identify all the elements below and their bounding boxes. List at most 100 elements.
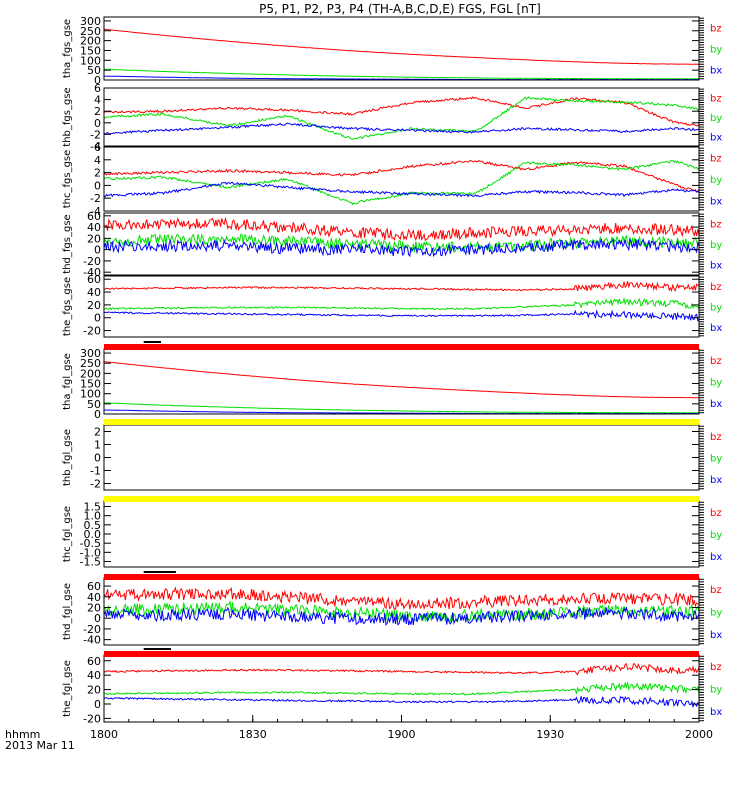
xtick-label: 1930 bbox=[536, 728, 564, 741]
ytick-label: -2 bbox=[90, 478, 101, 491]
series-bz-line bbox=[103, 361, 700, 399]
y-axis-label: tha_fgs_gse bbox=[62, 19, 73, 78]
ytick-label: 250 bbox=[80, 25, 101, 38]
ytick-label: -20 bbox=[83, 255, 101, 268]
ytick-label: 2 bbox=[94, 105, 101, 118]
xtick-label: 1800 bbox=[90, 728, 118, 741]
status-bars-layer bbox=[104, 341, 699, 657]
ytick-label: 150 bbox=[80, 44, 101, 57]
y-axis-label: tha_fgl_gse bbox=[62, 353, 73, 410]
xtick-label: 2000 bbox=[685, 728, 713, 741]
status-bar-red bbox=[104, 651, 699, 657]
ytick-label: 20 bbox=[87, 684, 101, 697]
ytick-label: 2 bbox=[94, 167, 101, 180]
ytick-label: 60 bbox=[87, 273, 101, 286]
ytick-label: -2 bbox=[90, 128, 101, 141]
legend-by: by bbox=[710, 113, 722, 124]
series-bz-line bbox=[103, 160, 700, 193]
ytick-label: 150 bbox=[80, 378, 101, 391]
ytick-label: -20 bbox=[83, 712, 101, 725]
ytick-label: 0 bbox=[94, 117, 101, 130]
ytick-label: 60 bbox=[87, 210, 101, 223]
ytick-label: 60 bbox=[87, 580, 101, 593]
ytick-label: 4 bbox=[94, 94, 101, 107]
series-by-line bbox=[103, 96, 700, 140]
ytick-label: -1.5 bbox=[80, 556, 101, 569]
ytick-label: 1.0 bbox=[84, 510, 102, 523]
legend-bz: bz bbox=[710, 282, 722, 293]
ytick-label: 0 bbox=[94, 408, 101, 421]
x-axis: 1800 1830 1900 1930 2000 bbox=[90, 715, 713, 741]
ytick-label: -20 bbox=[83, 325, 101, 338]
legend-bz: bz bbox=[710, 662, 722, 673]
legend-bx: bx bbox=[710, 196, 722, 207]
series-by-line bbox=[103, 402, 699, 414]
ytick-label: 0 bbox=[94, 452, 101, 465]
legend-bz: bz bbox=[710, 432, 722, 443]
panel-frame bbox=[103, 87, 700, 147]
ytick-label: 0 bbox=[94, 698, 101, 711]
status-bar-mark bbox=[143, 648, 171, 650]
series-by-line bbox=[103, 681, 700, 696]
ytick-label: 100 bbox=[80, 388, 101, 401]
ytick-label: -0.5 bbox=[80, 537, 101, 550]
ytick-label: 6 bbox=[94, 141, 101, 154]
series-bx-line bbox=[103, 237, 700, 258]
ytick-label: 50 bbox=[87, 64, 101, 77]
series-bz-line bbox=[103, 662, 700, 676]
panel-frame bbox=[103, 16, 700, 81]
series-bx-line bbox=[104, 695, 700, 708]
ytick-label: 300 bbox=[80, 15, 101, 28]
legend-bx: bx bbox=[710, 132, 722, 143]
legend-bz: bz bbox=[710, 585, 722, 596]
chart-title: P5, P1, P2, P3, P4 (TH-A,B,C,D,E) FGS, F… bbox=[259, 2, 541, 16]
status-bar-red bbox=[104, 344, 699, 350]
status-bar-red bbox=[104, 574, 699, 580]
ytick-label: 200 bbox=[80, 35, 101, 48]
y-axis-label: thb_fgs_gse bbox=[62, 87, 73, 146]
ytick-label: 60 bbox=[87, 655, 101, 668]
y-axis-label: thb_fgl_gse bbox=[62, 429, 73, 486]
legend-by: by bbox=[710, 303, 722, 314]
x-axis-time-label: hhmm bbox=[5, 728, 40, 741]
panel-frame bbox=[103, 500, 700, 568]
ytick-label: -1 bbox=[90, 465, 101, 478]
ytick-label: 200 bbox=[80, 367, 101, 380]
legend-bx: bx bbox=[710, 707, 722, 718]
series-bx-line bbox=[103, 606, 700, 627]
legend-by: by bbox=[710, 175, 722, 186]
legend-by: by bbox=[710, 240, 722, 251]
panel-thb_fgl_gse: 210-1-2 thb_fgl_gse bz by bx bbox=[62, 424, 722, 491]
ytick-label: 40 bbox=[87, 591, 101, 604]
ytick-label: 20 bbox=[87, 232, 101, 245]
ytick-label: 2 bbox=[94, 426, 101, 439]
legend-by: by bbox=[710, 530, 722, 541]
xtick-label: 1830 bbox=[239, 728, 267, 741]
series-bz-line bbox=[103, 586, 700, 611]
ytick-label: 250 bbox=[80, 357, 101, 370]
series-bx-line bbox=[103, 122, 700, 135]
ytick-label: 0.5 bbox=[84, 519, 102, 532]
ytick-label: 20 bbox=[87, 299, 101, 312]
ytick-label: 1 bbox=[94, 439, 101, 452]
legend-by: by bbox=[710, 685, 722, 696]
legend-bx: bx bbox=[710, 66, 722, 77]
ytick-label: 100 bbox=[80, 54, 101, 67]
legend-bz: bz bbox=[710, 356, 722, 367]
status-bar-yellow bbox=[104, 496, 699, 502]
legend-bz: bz bbox=[710, 24, 722, 35]
ytick-label: 20 bbox=[87, 601, 101, 614]
series-bz-line bbox=[103, 28, 699, 65]
y-axis-label: the_fgl_gse bbox=[62, 660, 73, 717]
y-axis-label: thd_fgs_gse bbox=[62, 214, 73, 273]
status-bar-mark bbox=[143, 571, 176, 573]
legend-bz: bz bbox=[710, 219, 722, 230]
series-by-line bbox=[103, 68, 700, 80]
